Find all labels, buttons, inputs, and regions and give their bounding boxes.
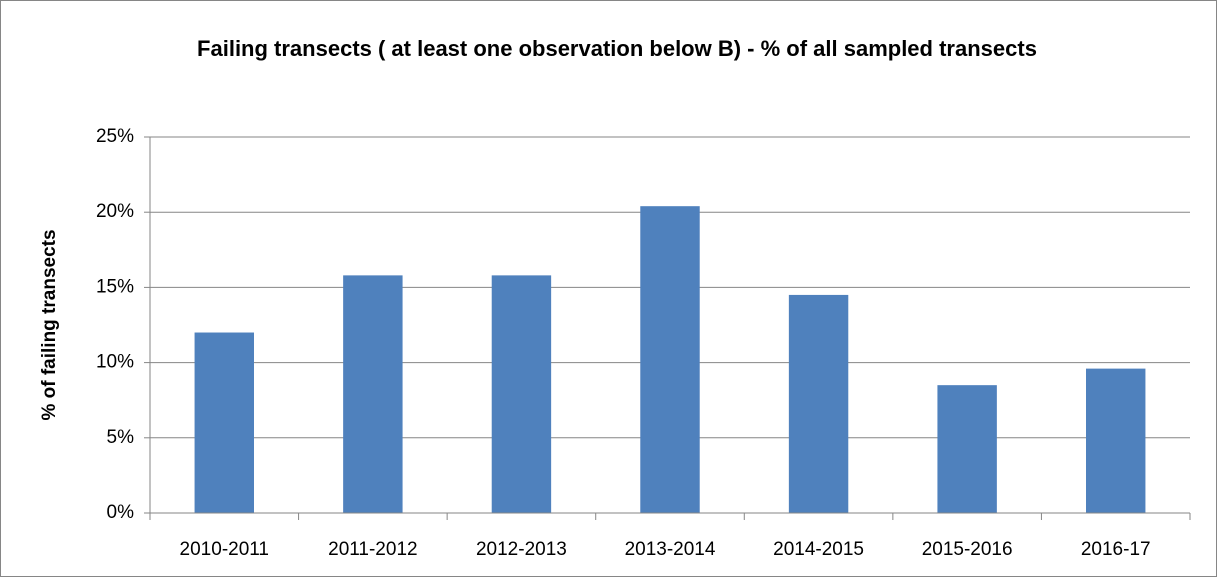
x-tick-label: 2011-2012 xyxy=(328,539,417,560)
y-tick-label: 25% xyxy=(96,126,134,147)
x-tick-label: 2016-17 xyxy=(1081,539,1151,560)
x-tick-label: 2013-2014 xyxy=(625,539,716,560)
y-axis-label: % of failing transects xyxy=(39,229,60,420)
bar xyxy=(194,332,254,513)
bar xyxy=(937,385,997,513)
x-tick-label: 2015-2016 xyxy=(922,539,1013,560)
x-tick-label: 2012-2013 xyxy=(476,539,567,560)
y-tick-label: 20% xyxy=(96,201,134,222)
bar xyxy=(343,275,403,513)
bar xyxy=(1086,368,1146,513)
bar xyxy=(788,294,849,513)
chart-title: Failing transects ( at least one observa… xyxy=(197,36,1037,61)
y-tick-label: 15% xyxy=(96,276,134,297)
y-tick-label: 0% xyxy=(107,502,135,523)
y-tick-label: 5% xyxy=(107,427,135,448)
x-tick-label: 2010-2011 xyxy=(180,539,269,560)
x-tick-label: 2014-2015 xyxy=(773,539,864,560)
y-tick-label: 10% xyxy=(96,352,134,373)
bar xyxy=(640,206,700,513)
bar xyxy=(491,275,552,513)
